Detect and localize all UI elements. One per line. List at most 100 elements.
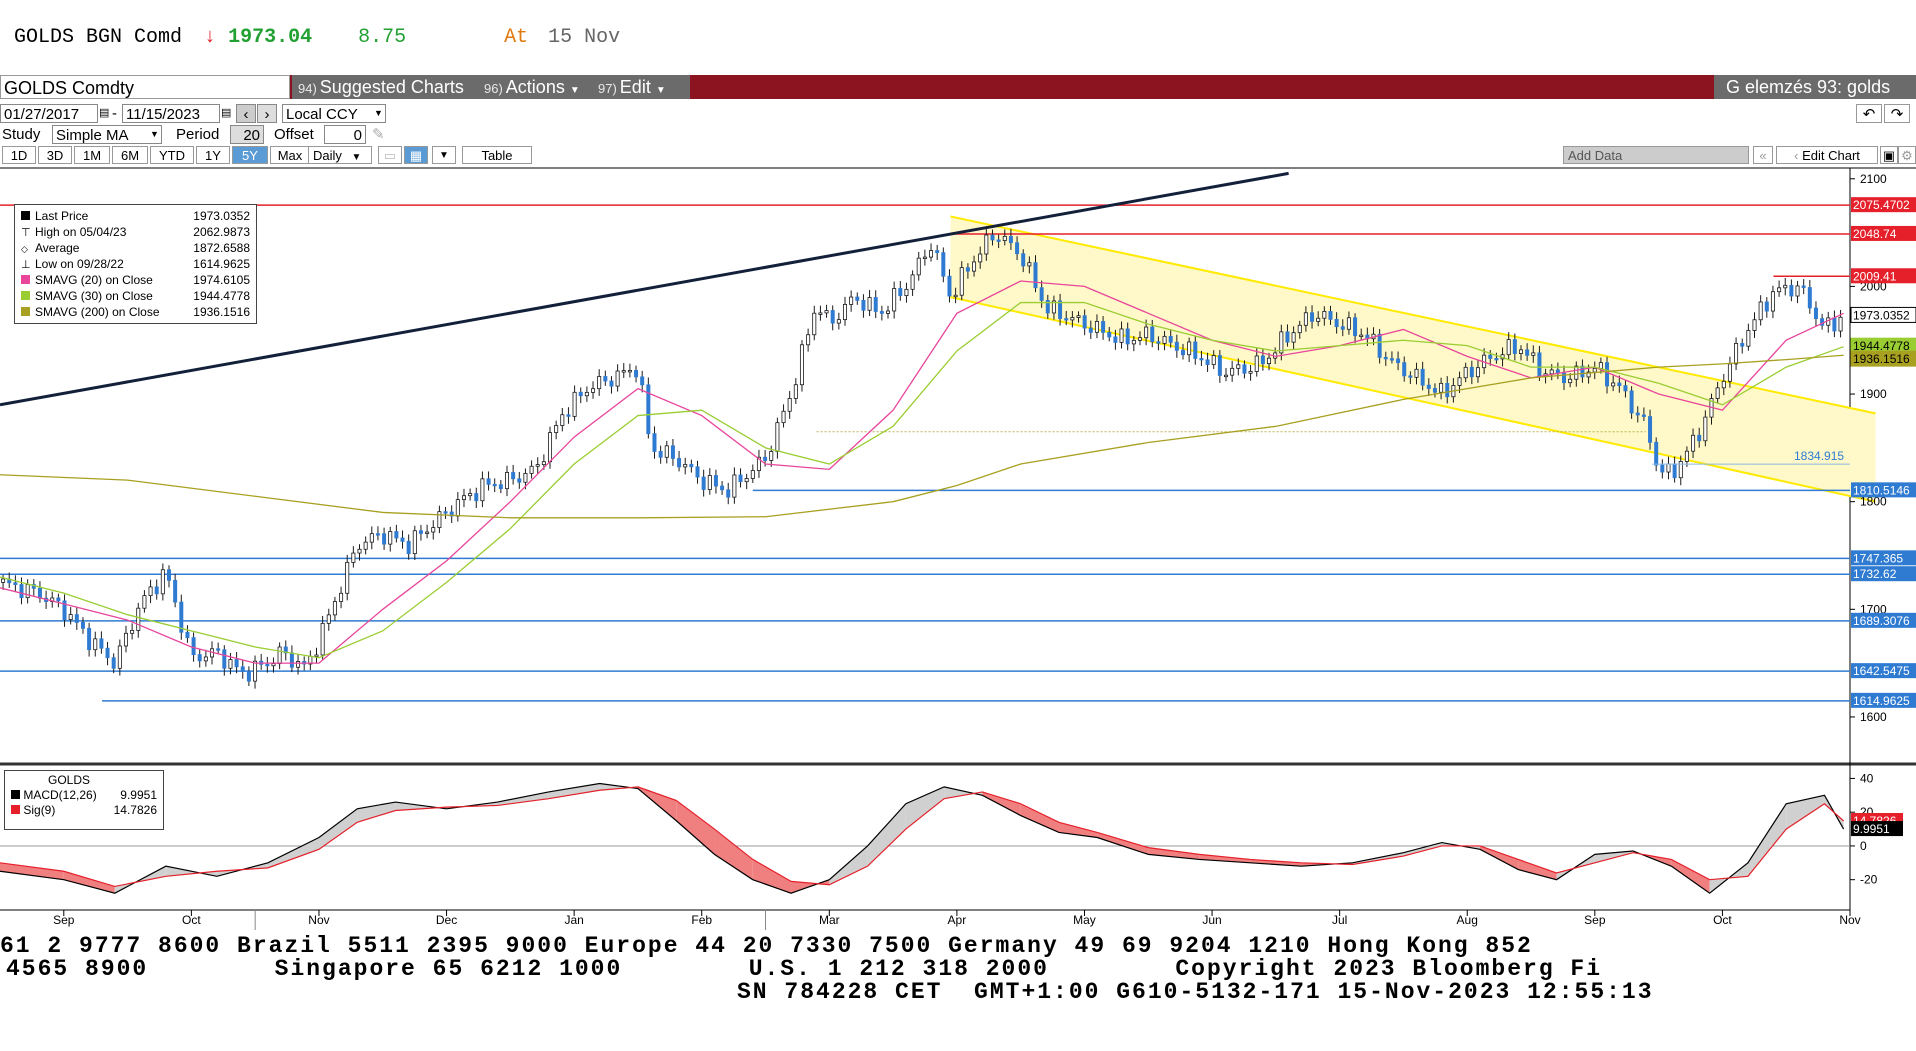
offset-input[interactable]: 0 (324, 125, 366, 144)
next-range-button[interactable]: › (257, 104, 277, 123)
macd-diff-fill (752, 859, 792, 894)
candle-body (105, 647, 110, 659)
legend-value: 1973.0352 (193, 209, 250, 223)
footer-copyright-line: 4565 8900 Singapore 65 6212 1000 U.S. 1 … (6, 956, 1603, 982)
security-field[interactable]: GOLDS Comdty (0, 75, 290, 99)
y-tick-label: 1600 (1860, 710, 1887, 724)
candle-body (1660, 464, 1665, 473)
macd-diff-fill (1199, 854, 1251, 863)
macd-diff-fill (1480, 845, 1519, 870)
black-square-icon (11, 790, 20, 799)
candle-body (412, 530, 417, 555)
y-tick-label: 1700 (1860, 602, 1887, 616)
high-marker-icon: ⊤ (21, 227, 31, 239)
suggested-charts-number: 94) (298, 81, 317, 96)
collapse-icon[interactable]: « (1753, 146, 1773, 164)
period-button-1m[interactable]: 1M (74, 146, 110, 164)
candle-body (425, 531, 430, 534)
candle-body (1648, 416, 1653, 443)
candle-body (1334, 318, 1339, 328)
table-button[interactable]: Table (462, 146, 532, 164)
candle-body (787, 398, 792, 412)
undo-icon[interactable]: ↶ (1856, 104, 1882, 123)
pencil-icon[interactable]: ✎ (372, 126, 385, 143)
level-label-bg (1851, 663, 1916, 679)
candle-body (449, 511, 454, 517)
level-label: 1689.3076 (1853, 614, 1910, 628)
candle-body (1463, 366, 1468, 379)
candle-body (953, 294, 958, 298)
candle-body (437, 511, 442, 529)
redo-icon[interactable]: ↷ (1884, 104, 1910, 123)
candle-body (1641, 414, 1646, 417)
sig-label: Sig(9) (23, 803, 56, 817)
period-button-6m[interactable]: 6M (112, 146, 148, 164)
candle-body (1180, 349, 1185, 356)
candle-body (93, 638, 98, 651)
period-button-3d[interactable]: 3D (38, 146, 72, 164)
candle-body (461, 495, 466, 501)
period-button-1d[interactable]: 1D (2, 146, 36, 164)
candle-body (627, 370, 632, 373)
macd-diff-fill (1671, 859, 1710, 894)
candle-body (1457, 377, 1462, 386)
actions-number: 96) (484, 81, 503, 96)
edit-chart-button[interactable]: ‹ Edit Chart (1776, 146, 1878, 164)
candle-body (603, 376, 608, 382)
candle-body (1316, 317, 1321, 322)
price-legend: Last Price 1973.0352 ⊤ High on 05/04/23 2062… (14, 204, 257, 324)
chart-type-icon[interactable]: ▦ (404, 146, 428, 164)
candle-body (123, 632, 128, 647)
period-button-max[interactable]: Max (270, 146, 310, 164)
currency-select[interactable]: Local CCY (282, 104, 386, 123)
chart-settings-icon[interactable]: ▣ (1880, 146, 1898, 164)
chart-type-dropdown[interactable]: ▼ (432, 146, 456, 164)
chevron-down-icon: ▼ (150, 129, 159, 139)
start-date-field[interactable]: 01/27/2017 (0, 104, 98, 123)
candle-body (1777, 287, 1782, 293)
period-button-1y[interactable]: 1Y (196, 146, 230, 164)
end-date-field[interactable]: 11/15/2023 (122, 104, 220, 123)
candle-body (1137, 337, 1142, 341)
x-tick-label: Nov (1839, 913, 1860, 927)
legend-label: Low on 09/28/22 (35, 257, 124, 271)
prev-range-button[interactable]: ‹ (236, 104, 256, 123)
add-data-field[interactable]: Add Data (1563, 146, 1749, 164)
ticker-price: 1973.04 (228, 26, 313, 49)
suggested-charts-button[interactable]: 94) Suggested Charts (292, 75, 486, 99)
candle-body (498, 484, 503, 490)
candle-body (972, 261, 977, 272)
period-button-ytd[interactable]: YTD (150, 146, 194, 164)
legend-value: 1936.1516 (193, 305, 250, 319)
study-label: Study (2, 126, 41, 143)
candle-body (486, 478, 491, 485)
study-select[interactable]: Simple MA (52, 125, 162, 144)
actions-button[interactable]: 96) Actions ▼ (478, 75, 600, 99)
candle-body (1279, 331, 1284, 354)
candle-body (1107, 331, 1112, 338)
footer: 61 2 9777 8600 Brazil 5511 2395 9000 Eur… (0, 934, 1916, 1051)
edit-button[interactable]: 97) Edit ▼ (592, 75, 690, 99)
candle-body (1064, 318, 1069, 321)
candle-body (277, 646, 282, 665)
candle-body (1076, 315, 1081, 318)
candle-body (19, 584, 24, 599)
x-tick-label: Feb (691, 913, 712, 927)
ma-line-sma20 (0, 280, 1844, 664)
x-tick-label: Sep (1584, 913, 1606, 927)
candle-body (842, 304, 847, 321)
period-button-5y[interactable]: 5Y (232, 146, 268, 164)
period-input[interactable]: 20 (230, 125, 264, 144)
annotation-tool-icon[interactable]: ▭ (378, 146, 402, 164)
calendar-icon[interactable]: ▤ (99, 107, 110, 119)
candle-body (929, 250, 934, 258)
legend-row: SMAVG (20) on Close 1974.6105 (21, 272, 250, 288)
footer-session-line: SN 784228 CET GMT+1:00 G610-5132-171 15-… (737, 979, 1654, 1005)
candle-body (1598, 362, 1603, 369)
candle-body (492, 483, 497, 487)
ticker-at-label: At (504, 26, 529, 49)
frequency-select[interactable]: Daily ▼ (308, 146, 372, 164)
macd-diff-fill (1250, 859, 1302, 867)
calendar-icon[interactable]: ▤ (221, 107, 232, 119)
candle-body (941, 252, 946, 277)
